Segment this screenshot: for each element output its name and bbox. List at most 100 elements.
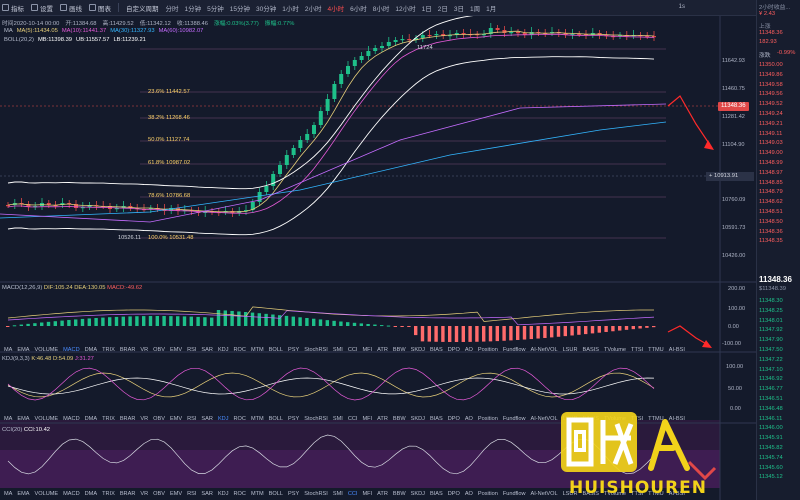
indicator-tab[interactable]: EMV [169, 490, 183, 497]
indicator-tab[interactable]: BASIS [582, 346, 599, 353]
indicator-tab[interactable]: BRAR [119, 415, 136, 422]
timeframe-11[interactable]: 1日 [421, 5, 432, 13]
indicator-tab[interactable]: AO [464, 415, 473, 422]
indicator-tab[interactable]: BBW [392, 346, 406, 353]
indicator-tab[interactable]: VR [140, 415, 149, 422]
indicator-tab[interactable]: BASIS [582, 490, 599, 497]
chart-type-button[interactable]: 图表 [89, 3, 111, 13]
indicator-tab[interactable]: SMI [332, 415, 343, 422]
indicator-tab[interactable]: EMA [17, 415, 30, 422]
indicator-tab[interactable]: BIAS [429, 346, 443, 353]
indicator-tab[interactable]: RSI [187, 490, 197, 497]
indicator-tab[interactable]: MFI [362, 490, 373, 497]
indicator-tab[interactable]: ROC [233, 415, 246, 422]
indicator-tab[interactable]: TTSI [631, 490, 644, 497]
indicator-tab[interactable]: TRIX [102, 415, 115, 422]
indicator-tab[interactable]: KDJ [217, 346, 229, 353]
indicator-tab[interactable]: ROC [233, 490, 246, 497]
indicator-tab[interactable]: VR [140, 490, 149, 497]
cci-label[interactable]: CCI(20) [2, 427, 23, 433]
indicator-tab[interactable]: TTMU [648, 415, 664, 422]
indicator-tab[interactable]: MFI [362, 415, 373, 422]
indicator-tab[interactable]: MTM [250, 415, 264, 422]
indicator-tab[interactable]: CCI [347, 490, 358, 497]
macd-label[interactable]: MACD(12,26,9) [2, 285, 43, 291]
draw-button[interactable]: 画线 [60, 3, 82, 13]
indicator-tab[interactable]: TRIX [102, 346, 115, 353]
timeframe-14[interactable]: 1周 [469, 5, 481, 13]
indicator-tab[interactable]: MFI [362, 346, 373, 353]
indicator-tab[interactable]: RSI [187, 346, 197, 353]
indicator-tab[interactable]: Fundflow [502, 490, 526, 497]
timeframe-9[interactable]: 8小时 [372, 5, 390, 13]
indicator-tab[interactable]: AI-BSI [668, 346, 685, 353]
indicator-tab[interactable]: PSY [288, 346, 300, 353]
timeframe-12[interactable]: 2日 [437, 5, 448, 13]
indicator-tab[interactable]: DMA [84, 415, 98, 422]
indicator-tab[interactable]: AI-NetVOL [530, 346, 558, 353]
timeframe-6[interactable]: 2小时 [304, 5, 322, 13]
indicator-tab[interactable]: ATR [377, 490, 388, 497]
indicator-tab[interactable]: StochRSI [304, 346, 328, 353]
indicator-tab[interactable]: AI-BSI [668, 490, 685, 497]
refresh-interval[interactable]: 1s [678, 4, 685, 10]
indicator-tab[interactable]: BBW [392, 490, 406, 497]
indicator-tab[interactable]: AI-NetVOL [530, 490, 558, 497]
indicator-tab[interactable]: OBV [153, 415, 165, 422]
indicator-tab[interactable]: SMI [332, 346, 343, 353]
indicator-tab[interactable]: DMA [84, 490, 98, 497]
indicator-tab[interactable]: BIAS [429, 415, 443, 422]
timeframe-0[interactable]: 分时 [165, 5, 179, 13]
timeframe-1[interactable]: 1分钟 [184, 5, 202, 13]
indicator-tab[interactable]: OBV [153, 346, 165, 353]
indicator-tab[interactable]: EMV [169, 346, 183, 353]
indicator-tab[interactable]: LSUR [562, 346, 578, 353]
settings-button[interactable]: 设置 [31, 3, 53, 13]
timeframe-13[interactable]: 3日 [453, 5, 464, 13]
indicator-tab[interactable]: VOLUME [34, 490, 59, 497]
indicator-tab[interactable]: MTM [250, 346, 264, 353]
timeframe-8[interactable]: 6小时 [350, 5, 367, 13]
indicator-tab[interactable]: DPO [447, 490, 460, 497]
indicator-tab[interactable]: KDJ [217, 415, 229, 422]
indicator-tab[interactable]: ATR [377, 415, 388, 422]
indicator-tab[interactable]: LSUR [562, 490, 578, 497]
indicator-tab[interactable]: ATR [377, 346, 388, 353]
indicator-button[interactable]: 指标 [2, 3, 24, 13]
indicator-tab[interactable]: MA [4, 346, 13, 353]
timeframe-15[interactable]: 1月 [486, 5, 497, 13]
custom-period-button[interactable]: 自定义周期 [126, 5, 159, 13]
indicator-tab[interactable]: TVolume [603, 490, 627, 497]
boll-label[interactable]: BOLL(20,2) [4, 37, 34, 43]
indicator-tab[interactable]: TVolume [603, 346, 627, 353]
indicator-tab[interactable]: EMA [17, 346, 30, 353]
indicator-tab[interactable]: BOLL [268, 415, 284, 422]
indicator-tab[interactable]: BBW [392, 415, 406, 422]
indicator-tab[interactable]: PSY [288, 490, 300, 497]
indicator-tab[interactable]: VOLUME [34, 346, 59, 353]
indicator-tab[interactable]: Position [477, 346, 498, 353]
indicator-tab[interactable]: AO [464, 490, 473, 497]
timeframe-5[interactable]: 1小时 [282, 5, 299, 13]
indicator-tab[interactable]: SAR [201, 415, 213, 422]
indicator-tab[interactable]: TTMU [648, 490, 664, 497]
indicator-tab[interactable]: BIAS [429, 490, 443, 497]
timeframe-10[interactable]: 12小时 [395, 5, 416, 13]
indicator-tab[interactable]: KDJ [217, 490, 229, 497]
indicator-tab[interactable]: BRAR [119, 490, 136, 497]
indicator-tab[interactable]: DMA [84, 346, 98, 353]
indicator-tab[interactable]: Fundflow [502, 346, 526, 353]
ma-label[interactable]: MA [4, 28, 13, 34]
indicator-tab[interactable]: VOLUME [34, 415, 59, 422]
indicator-tab[interactable]: BOLL [268, 346, 284, 353]
indicator-tab[interactable]: AI-BSI [668, 415, 685, 422]
indicator-tab[interactable]: MTM [250, 490, 264, 497]
timeframe-7[interactable]: 4小时 [327, 5, 345, 13]
indicator-tab[interactable]: StochRSI [304, 490, 328, 497]
indicator-tab[interactable]: PSY [288, 415, 300, 422]
indicator-tab[interactable]: TTSI [631, 415, 644, 422]
indicator-tab[interactable]: CCI [347, 346, 358, 353]
indicator-tab[interactable]: StochRSI [304, 415, 328, 422]
indicator-tab[interactable]: AI-NetVOL [530, 415, 558, 422]
indicator-tab[interactable]: DPO [447, 346, 460, 353]
